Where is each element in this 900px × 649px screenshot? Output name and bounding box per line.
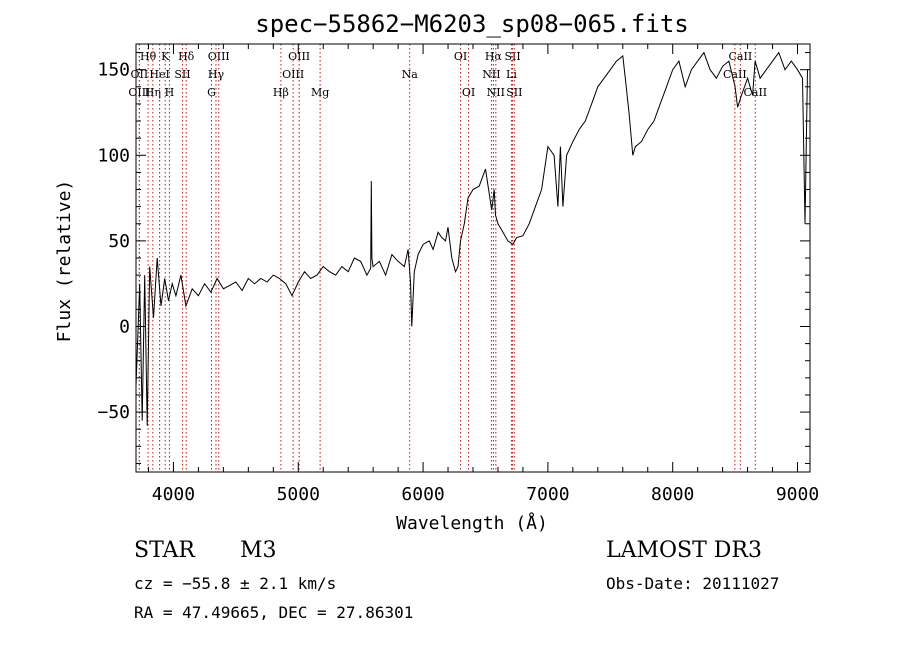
marker-label: OIII <box>282 68 304 81</box>
cz-value: cz = −55.8 ± 2.1 km/s <box>134 574 337 593</box>
marker-label: Mg <box>311 86 329 99</box>
marker-label: SII <box>506 86 522 99</box>
marker-label: K <box>161 50 170 63</box>
marker-label: OIII <box>208 50 230 63</box>
x-tick-label: 7000 <box>526 484 569 505</box>
obs-date: Obs-Date: 20111027 <box>606 574 780 593</box>
marker-label: CaII <box>729 50 753 63</box>
y-tick-label: 50 <box>108 231 130 252</box>
x-tick-label: 9000 <box>776 484 819 505</box>
x-tick-label: 6000 <box>401 484 444 505</box>
marker-label: OIII <box>288 50 310 63</box>
plot-frame <box>135 43 811 473</box>
marker-label: CaII <box>723 68 747 81</box>
spectral-subclass: M3 <box>240 538 277 563</box>
marker-label: Hδ <box>178 50 195 63</box>
x-tick-label: 4000 <box>152 484 195 505</box>
y-axis-label: Flux (relative) <box>54 180 75 343</box>
marker-label: Li <box>506 68 517 81</box>
marker-label: OI <box>454 50 467 63</box>
marker-label: HeI <box>149 68 169 81</box>
marker-label: Hη <box>145 86 161 99</box>
marker-label: Hγ <box>208 68 225 81</box>
spectrum-line <box>135 51 808 426</box>
axis-ticks: 4000 5000 6000 7000 8000 9000 −50 0 50 100 150 <box>97 44 819 505</box>
chart-title: spec−55862−M6203_sp08−065.fits <box>255 10 688 38</box>
marker-label: Hβ <box>273 86 289 99</box>
y-tick-label: 100 <box>97 145 130 166</box>
marker-label: OI <box>462 86 475 99</box>
marker-label: Na <box>402 68 419 81</box>
marker-label: H <box>165 86 175 99</box>
survey-name: LAMOST DR3 <box>606 538 762 563</box>
marker-label: NII <box>487 86 505 99</box>
marker-label: OII <box>131 68 149 81</box>
marker-label: CaII <box>743 86 767 99</box>
marker-label: NII <box>482 68 500 81</box>
x-axis-label: Wavelength (Å) <box>396 512 548 534</box>
ra-dec-coords: RA = 47.49665, DEC = 27.86301 <box>134 603 414 622</box>
object-type: STAR <box>134 538 195 563</box>
y-tick-label: 0 <box>119 316 130 337</box>
y-tick-label: −50 <box>97 402 130 423</box>
marker-label: Hα <box>485 50 503 63</box>
x-tick-label: 8000 <box>651 484 694 505</box>
marker-label: OIII <box>128 86 150 99</box>
x-tick-label: 5000 <box>277 484 320 505</box>
y-tick-label: 150 <box>97 60 130 81</box>
marker-label: G <box>207 86 216 99</box>
marker-label: Hθ <box>140 50 157 63</box>
marker-label: SII <box>174 68 190 81</box>
marker-label: SII <box>504 50 520 63</box>
